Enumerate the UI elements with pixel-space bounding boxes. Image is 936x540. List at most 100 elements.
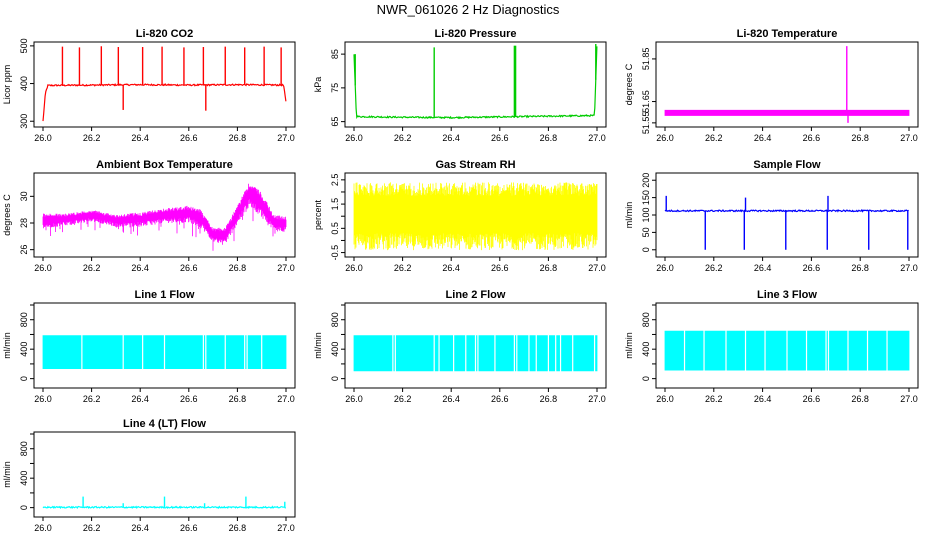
panel-9: Line 3 Flow 26.0 26.2 26.4 26.6 26.8 27.0 0 400 8… xyxy=(624,289,919,404)
y-axis-label: kPa xyxy=(313,77,323,93)
y-tick-label: 200 xyxy=(641,173,651,188)
panel-data xyxy=(353,44,598,120)
x-tick-label: 26.8 xyxy=(540,263,558,273)
panel-3: Li-820 Temperature 26.0 26.2 26.4 26.6 26.8 27… xyxy=(624,28,919,143)
x-tick-label: 27.0 xyxy=(588,263,606,273)
data-band xyxy=(42,335,287,370)
x-tick-label: 26.8 xyxy=(851,394,869,404)
panel-7: Line 1 Flow 26.0 26.2 26.4 26.6 26.8 27.0 0 400 8… xyxy=(2,289,296,404)
panel-data xyxy=(42,334,287,371)
x-tick-label: 26.0 xyxy=(345,394,363,404)
panel-title: Line 4 (LT) Flow xyxy=(123,418,206,430)
y-tick-label: 0 xyxy=(330,376,340,381)
y-tick-label: 26 xyxy=(19,245,29,255)
x-tick-label: 26.6 xyxy=(491,263,509,273)
x-tick-label: 26.2 xyxy=(394,133,412,143)
panel-data xyxy=(664,46,910,123)
x-tick-label: 26.2 xyxy=(83,133,101,143)
y-tick-label: 0.5 xyxy=(330,222,340,235)
x-tick-label: 27.0 xyxy=(277,263,295,273)
panel-title: Line 1 Flow xyxy=(135,289,195,301)
x-tick-label: 26.2 xyxy=(83,523,101,533)
panel-4: Ambient Box Temperature 26.0 26.2 26.4 26.6 2… xyxy=(2,159,296,273)
data-band xyxy=(664,109,910,116)
panel-data xyxy=(42,183,287,251)
x-tick-label: 26.2 xyxy=(394,263,412,273)
x-tick-label: 27.0 xyxy=(277,523,295,533)
x-tick-label: 26.6 xyxy=(803,394,821,404)
panel-1: Li-820 CO2 26.0 26.2 26.4 26.6 26.8 27.0 300 400… xyxy=(2,28,296,143)
y-tick-label: 0 xyxy=(641,247,651,252)
x-tick-label: 26.2 xyxy=(83,394,101,404)
x-tick-label: 26.0 xyxy=(34,394,52,404)
x-tick-label: 26.4 xyxy=(131,394,149,404)
x-tick-label: 26.0 xyxy=(345,133,363,143)
plot-frame xyxy=(33,172,296,258)
y-tick-label: 150 xyxy=(641,190,651,205)
x-tick-label: 27.0 xyxy=(900,133,918,143)
x-tick-label: 27.0 xyxy=(277,394,295,404)
panel-title: Line 2 Flow xyxy=(446,289,506,301)
panel-data xyxy=(42,496,287,510)
plot-frame xyxy=(33,431,296,518)
plot-frame xyxy=(655,302,919,389)
data-line xyxy=(353,46,598,120)
x-tick-label: 26.0 xyxy=(656,394,674,404)
x-tick-label: 26.4 xyxy=(442,133,460,143)
panel-title: Line 3 Flow xyxy=(757,289,817,301)
x-tick-label: 27.0 xyxy=(900,263,918,273)
panel-data xyxy=(42,46,287,122)
plot-frame xyxy=(33,302,296,389)
x-tick-label: 26.0 xyxy=(34,263,52,273)
y-tick-label: 500 xyxy=(19,38,29,53)
panel-8: Line 2 Flow 26.0 26.2 26.4 26.6 26.8 27.0 0 400 8… xyxy=(313,289,607,404)
x-tick-label: 26.4 xyxy=(131,523,149,533)
y-axis-label: degrees C xyxy=(624,63,634,105)
x-tick-label: 27.0 xyxy=(588,394,606,404)
panel-title: Sample Flow xyxy=(753,159,821,171)
y-tick-label: 65 xyxy=(330,117,340,127)
x-tick-label: 26.6 xyxy=(803,133,821,143)
y-tick-label: 800 xyxy=(19,312,29,327)
y-tick-label: 50 xyxy=(641,227,651,237)
data-band xyxy=(42,183,287,251)
x-tick-label: 26.8 xyxy=(540,133,558,143)
x-tick-label: 26.4 xyxy=(131,263,149,273)
x-tick-label: 26.8 xyxy=(851,133,869,143)
y-tick-label: -0.5 xyxy=(330,245,340,261)
panel-title: Li-820 Pressure xyxy=(435,28,517,40)
x-tick-label: 26.6 xyxy=(180,523,198,533)
panel-5: Gas Stream RH 26.0 26.2 26.4 26.6 26.8 27.0 -0.… xyxy=(313,159,607,273)
plot-frame xyxy=(344,302,607,389)
x-tick-label: 26.2 xyxy=(705,394,723,404)
x-tick-label: 26.8 xyxy=(229,523,247,533)
plot-frame xyxy=(33,41,296,128)
y-tick-label: 28 xyxy=(19,218,29,228)
panel-title: Li-820 Temperature xyxy=(737,28,838,40)
panel-data xyxy=(353,182,598,251)
y-axis-label: ml/min xyxy=(624,202,634,229)
panel-title: Ambient Box Temperature xyxy=(96,159,233,171)
x-tick-label: 26.8 xyxy=(540,394,558,404)
x-tick-label: 26.2 xyxy=(705,263,723,273)
panel-data xyxy=(664,329,910,372)
x-tick-label: 26.6 xyxy=(803,263,821,273)
y-tick-label: 51.85 xyxy=(641,48,651,71)
x-tick-label: 26.0 xyxy=(34,133,52,143)
x-tick-label: 27.0 xyxy=(900,394,918,404)
plot-frame xyxy=(655,172,919,258)
y-tick-label: 2.5 xyxy=(330,174,340,187)
x-tick-label: 27.0 xyxy=(588,133,606,143)
x-tick-label: 26.2 xyxy=(394,394,412,404)
plot-frame xyxy=(344,172,607,258)
x-tick-label: 26.8 xyxy=(229,394,247,404)
x-tick-label: 26.6 xyxy=(491,133,509,143)
x-tick-label: 26.6 xyxy=(491,394,509,404)
y-axis-label: ml/min xyxy=(2,461,12,488)
panel-title: Li-820 CO2 xyxy=(136,28,193,40)
x-tick-label: 26.0 xyxy=(656,133,674,143)
y-axis-label: ml/min xyxy=(2,332,12,359)
panel-10: Line 4 (LT) Flow 26.0 26.2 26.4 26.6 26.8 27.0… xyxy=(2,418,296,533)
plot-frame xyxy=(344,41,607,128)
x-tick-label: 26.2 xyxy=(83,263,101,273)
